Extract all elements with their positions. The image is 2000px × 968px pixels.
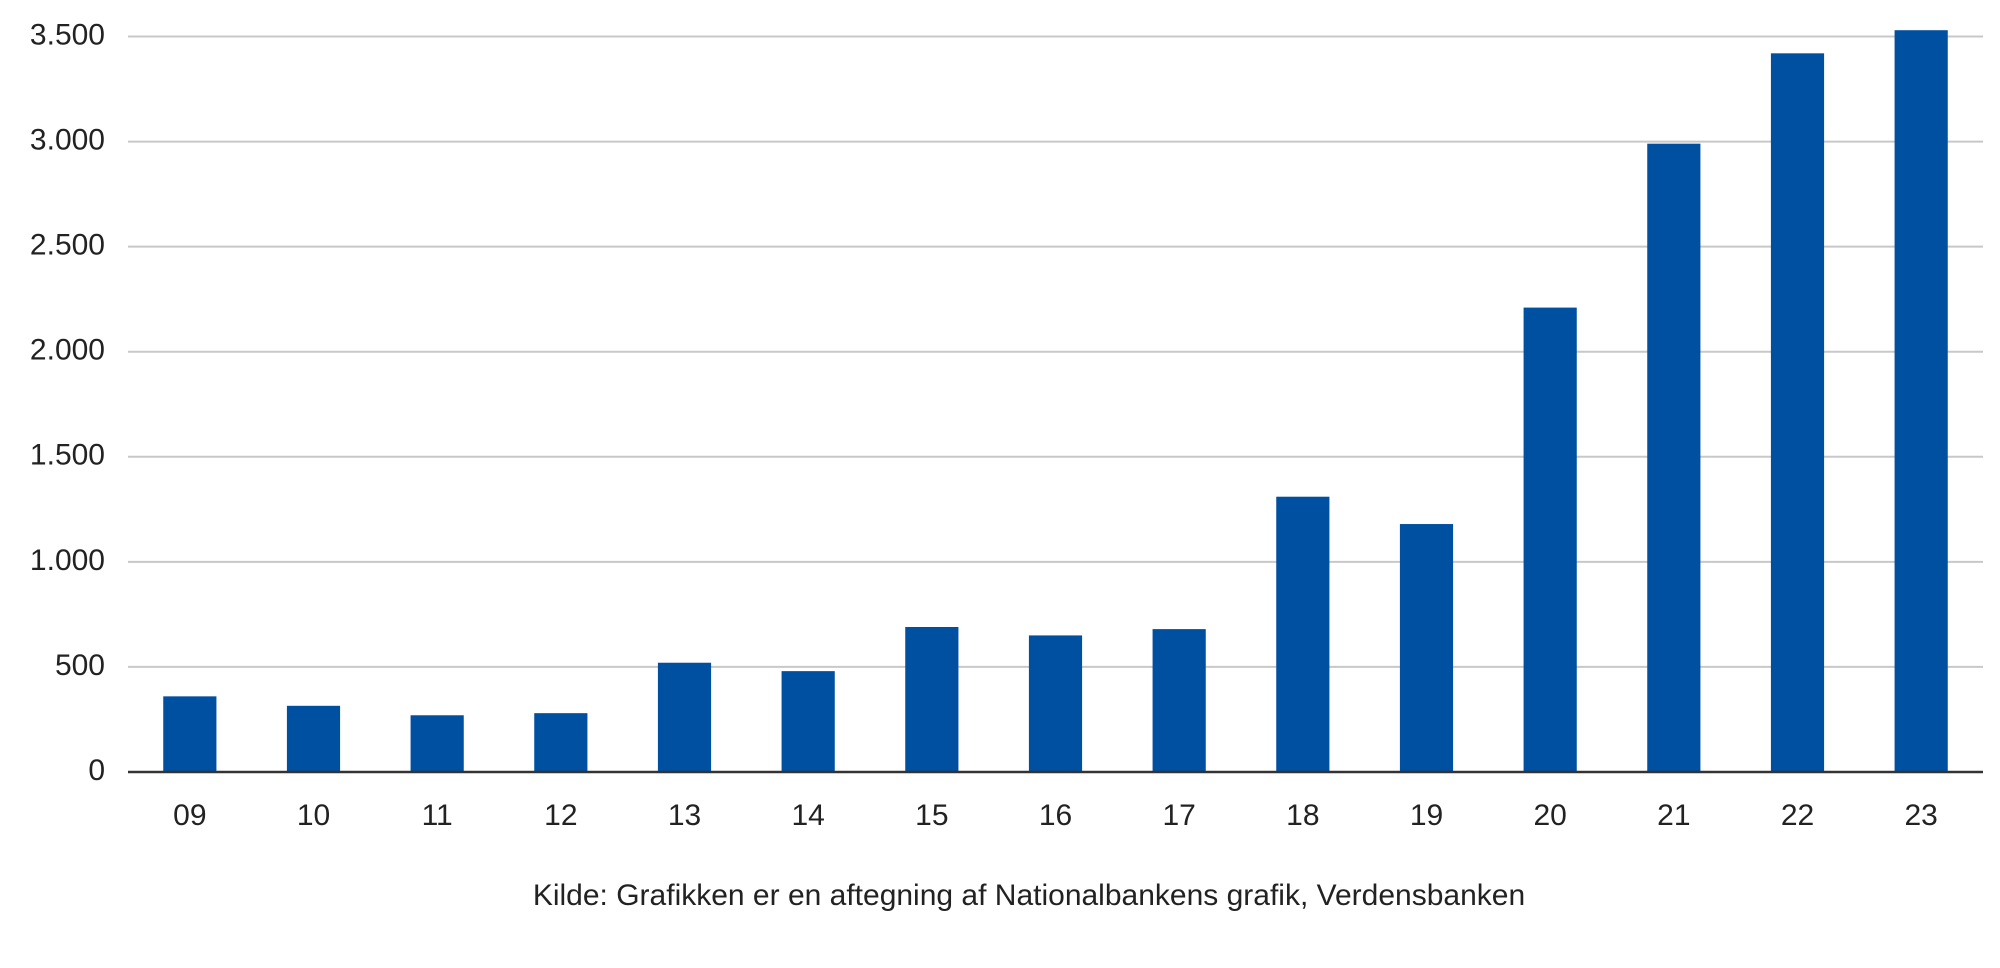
y-tick-label: 2.000 xyxy=(30,334,105,367)
y-tick-label: 3.000 xyxy=(30,123,105,156)
x-tick-label: 17 xyxy=(1162,799,1195,832)
bar xyxy=(1770,53,1825,773)
x-tick-label: 12 xyxy=(544,799,577,832)
x-tick-label: 22 xyxy=(1781,799,1814,832)
x-tick-label: 09 xyxy=(173,799,206,832)
bar xyxy=(534,713,588,772)
bar xyxy=(1028,635,1083,772)
x-tick-label: 20 xyxy=(1533,799,1566,832)
bar xyxy=(1399,524,1454,772)
y-tick-label: 500 xyxy=(55,649,105,682)
bar xyxy=(410,715,464,772)
bar xyxy=(1152,629,1206,772)
y-tick-label: 2.500 xyxy=(30,229,105,262)
x-tick-label: 21 xyxy=(1657,799,1690,832)
bar xyxy=(905,627,959,772)
bar xyxy=(1647,143,1701,772)
x-tick-label: 11 xyxy=(422,799,453,832)
y-tick-label: 1.000 xyxy=(30,544,105,577)
bar xyxy=(1523,307,1577,772)
bar xyxy=(781,671,835,772)
bar xyxy=(1276,496,1330,772)
bar xyxy=(286,705,341,772)
x-tick-label: 19 xyxy=(1410,799,1443,832)
y-tick-label: 3.500 xyxy=(30,18,105,51)
x-tick-label: 15 xyxy=(915,799,948,832)
bar xyxy=(1894,30,1948,772)
x-tick-label: 14 xyxy=(791,799,824,832)
source-note: Kilde: Grafikken er en aftegning af Nati… xyxy=(533,879,1525,912)
x-tick-label: 10 xyxy=(297,799,330,832)
bar xyxy=(657,662,712,772)
x-tick-label: 18 xyxy=(1286,799,1319,832)
x-tick-label: 16 xyxy=(1039,799,1072,832)
x-tick-label: 23 xyxy=(1904,799,1937,832)
y-tick-label: 0 xyxy=(88,754,105,787)
bar xyxy=(163,696,217,772)
x-tick-label: 13 xyxy=(668,799,701,832)
y-tick-label: 1.500 xyxy=(30,439,105,472)
